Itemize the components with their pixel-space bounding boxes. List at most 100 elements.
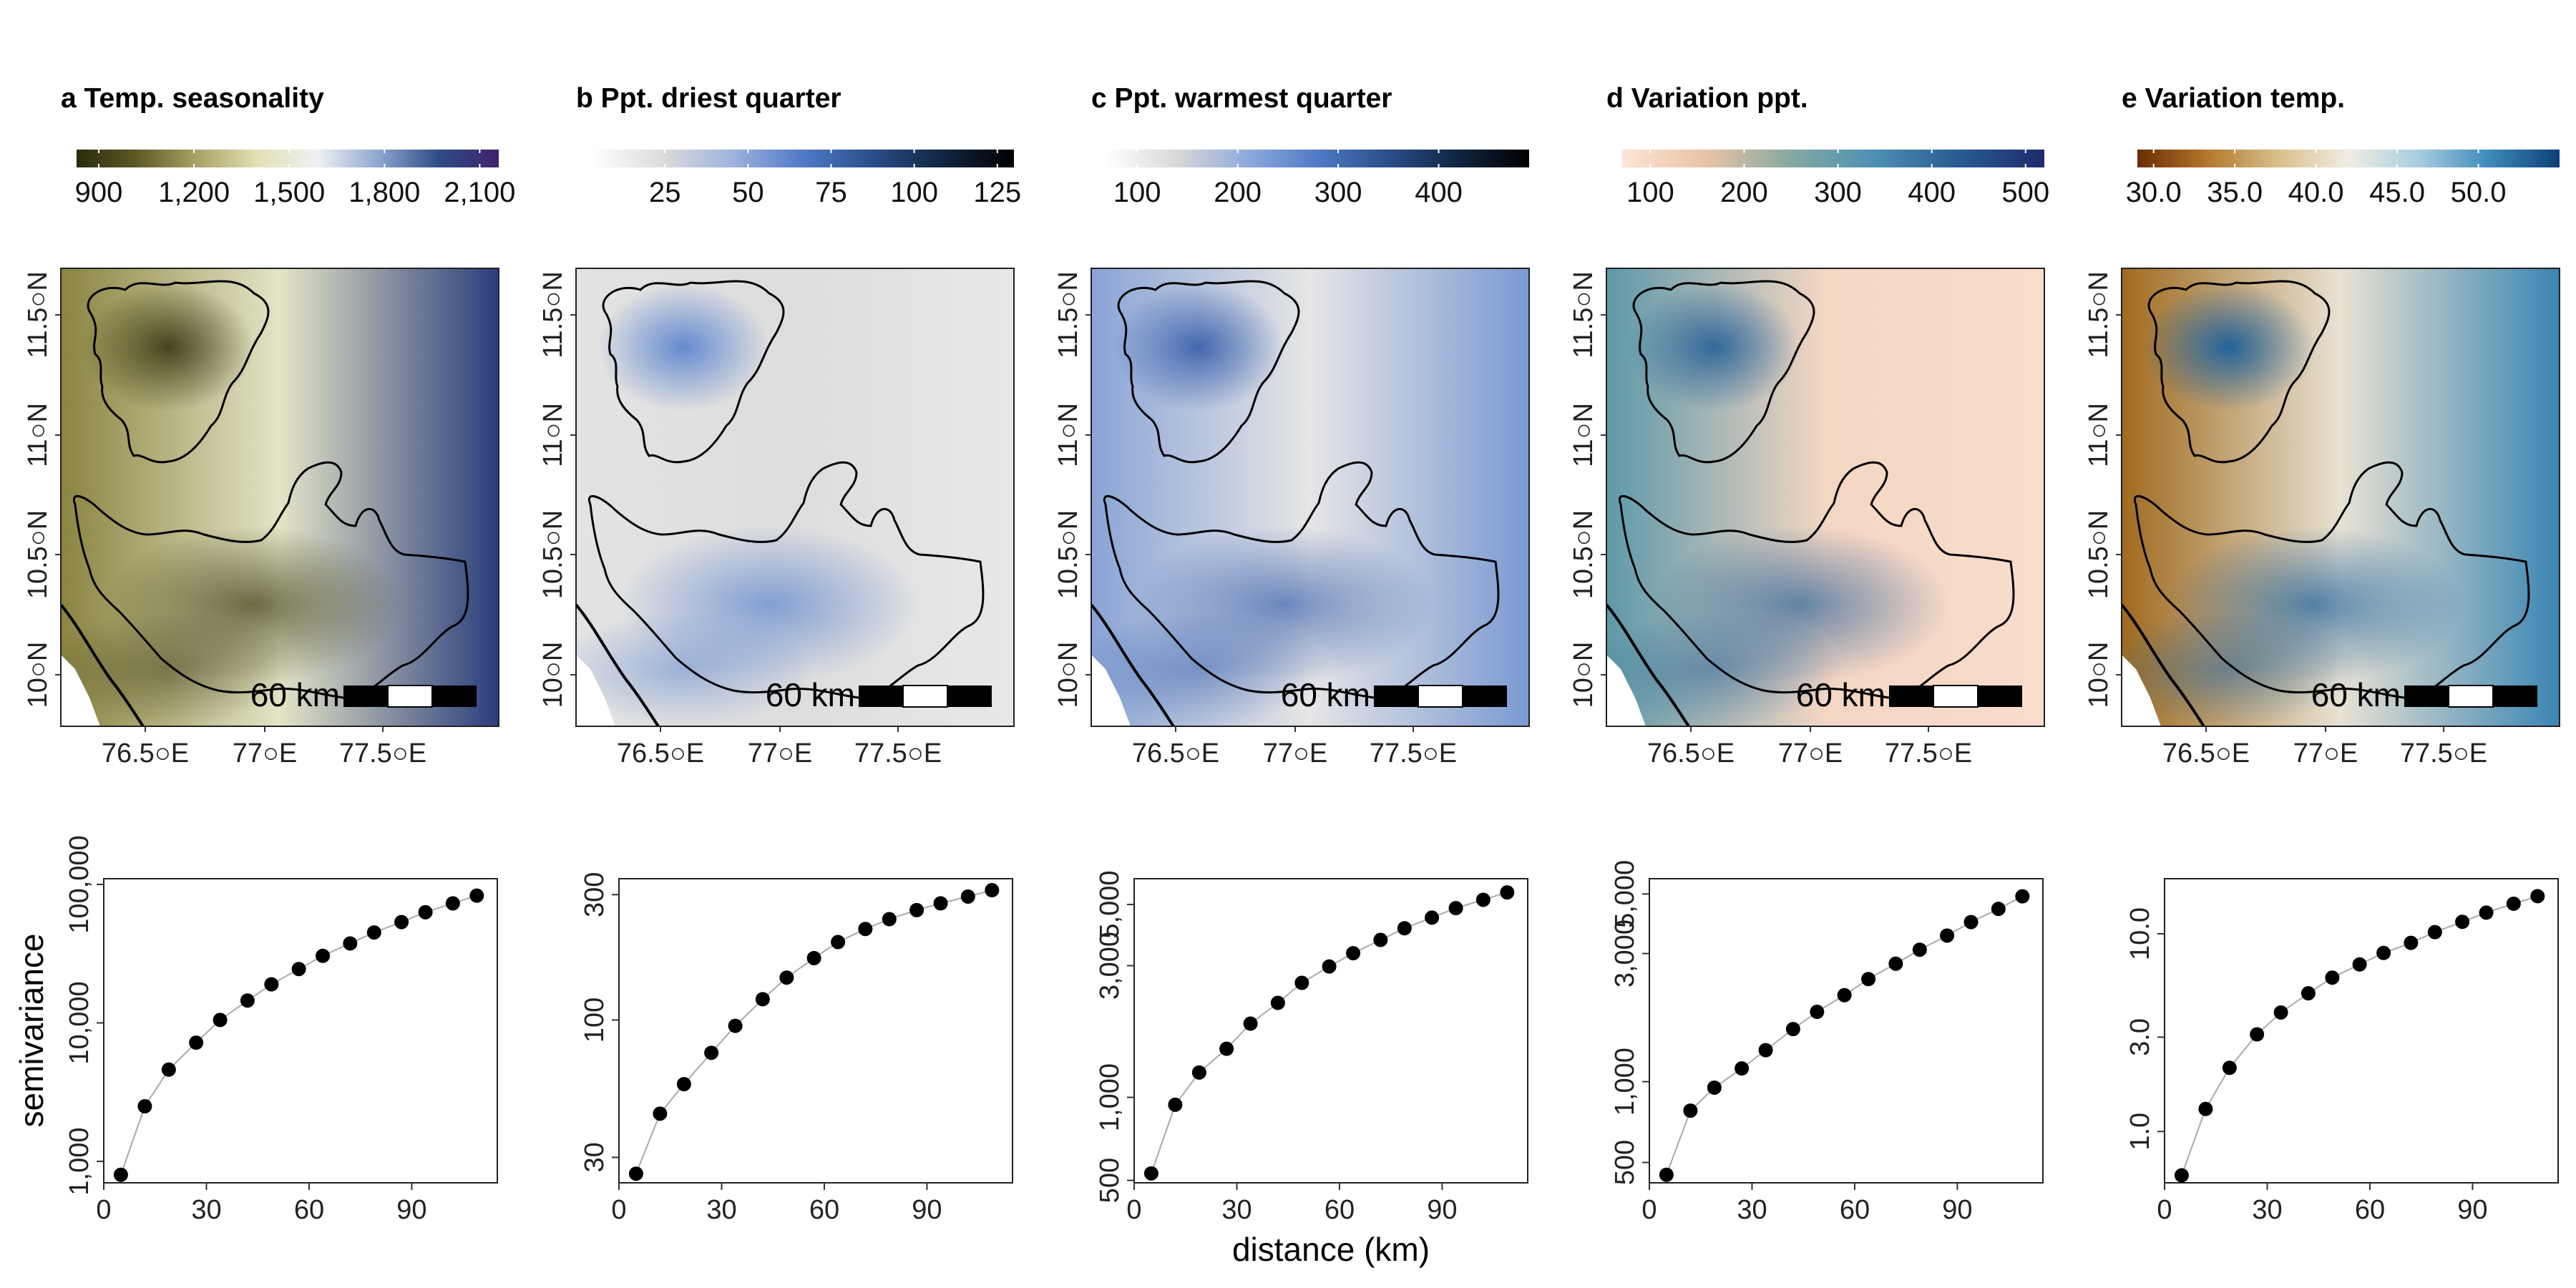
map: 60 km 76.5○E 77○E 77.5○E 10○N 10.5○N 11○N 11.5○… <box>1053 268 1530 769</box>
data-point <box>445 896 460 911</box>
lon-tick-label: 77○E <box>233 738 298 769</box>
plot-frame <box>1649 878 2044 1184</box>
x-tick-label: 60 <box>809 1195 839 1225</box>
colorbar-tick-label: 1,800 <box>348 177 420 208</box>
data-point <box>676 1077 691 1092</box>
lon-tick-label: 76.5○E <box>2162 738 2250 769</box>
boundary-south <box>2133 461 2530 699</box>
boundary-north <box>1117 280 1300 464</box>
y-axis-label: semivariance <box>13 934 50 1128</box>
data-point <box>366 925 381 940</box>
y-tick-label: 100,000 <box>64 835 94 933</box>
data-point <box>1475 892 1491 907</box>
data-point <box>291 962 306 977</box>
lat-tick-label: 11○N <box>1053 403 1083 467</box>
lat-tick-label: 11○N <box>538 403 568 467</box>
data-point <box>1758 1043 1773 1058</box>
scale-bar-label: 60 km <box>1796 676 1885 713</box>
y-tick-label: 30 <box>580 1142 610 1172</box>
x-tick-label: 30 <box>1737 1195 1767 1225</box>
lat-tick-label: 11.5○N <box>538 271 568 358</box>
scale-segment <box>343 686 388 707</box>
semivariogram: 0 30 60 90 1.0 3.0 10.0 <box>2125 878 2559 1225</box>
colorbar-tick-label: 500 <box>2001 177 2049 208</box>
scale-bar: 60 km <box>250 676 477 713</box>
lat-tick-label: 10.5○N <box>1053 510 1083 599</box>
data-point <box>1861 972 1876 987</box>
data-point <box>1397 921 1412 936</box>
lat-tick-label: 10.5○N <box>2084 510 2114 599</box>
map-feature <box>576 612 812 726</box>
scale-segment <box>1374 686 1418 707</box>
data-point <box>2015 889 2030 904</box>
data-point <box>1346 946 1361 961</box>
map-frame <box>1606 268 2045 727</box>
data-point <box>189 1035 204 1050</box>
map-feature <box>2143 283 2315 411</box>
map-frame <box>1091 268 1530 727</box>
data-point <box>2250 1027 2265 1042</box>
x-tick-label: 0 <box>611 1195 626 1225</box>
coastline <box>2122 603 2205 726</box>
data-point <box>316 948 331 963</box>
map: 60 km 76.5○E 77○E 77.5○E 10○N 10.5○N 11○N 11.5○… <box>538 268 1015 769</box>
y-tick-label: 3,000 <box>1095 932 1125 1000</box>
data-point <box>113 1167 128 1182</box>
colorbar-tick-label: 45.0 <box>2369 177 2425 208</box>
panel-title: a Temp. seasonality <box>61 83 324 114</box>
colorbar-tick-label: 300 <box>1314 177 1362 208</box>
y-tick-label: 500 <box>1610 1140 1640 1185</box>
lat-tick-label: 11.5○N <box>1568 271 1599 358</box>
plot-frame <box>103 878 498 1184</box>
scale-segment <box>902 685 948 708</box>
y-tick-label: 1,000 <box>1610 1048 1640 1116</box>
colorbar: 900 1,200 1,500 1,800 2,100 <box>75 150 515 208</box>
lon-tick-label: 76.5○E <box>1132 738 1219 769</box>
boundary-north <box>2147 280 2331 464</box>
data-point <box>1322 959 1337 974</box>
lon-tick-label: 76.5○E <box>102 738 189 769</box>
panel-title: c Ppt. warmest quarter <box>1091 83 1392 114</box>
data-point <box>2427 924 2442 940</box>
data-point <box>418 904 433 919</box>
panel-title: b Ppt. driest quarter <box>576 83 841 114</box>
boundary-south <box>72 461 469 699</box>
y-tick-label: 3.0 <box>2125 1018 2155 1056</box>
colorbar-tick-label: 1,200 <box>158 177 230 208</box>
data-point <box>264 977 279 992</box>
colorbar: 100 200 300 400 500 <box>1622 150 2049 208</box>
data-point <box>728 1018 743 1033</box>
data-point <box>2198 1101 2213 1116</box>
map-feature <box>82 283 254 411</box>
x-tick-label: 60 <box>294 1195 324 1225</box>
scale-bar-label: 60 km <box>250 676 340 713</box>
colorbar-tick-label: 900 <box>75 177 123 208</box>
panel-b: b Ppt. driest quarter 25 50 75 100 125 60 km 76… <box>538 83 1021 1225</box>
data-point <box>1425 910 1440 925</box>
y-tick-label: 1,000 <box>1095 1063 1125 1131</box>
lat-tick-label: 11.5○N <box>2084 271 2114 358</box>
panel-title: e Variation temp. <box>2122 83 2345 114</box>
y-tick-label: 500 <box>1095 1158 1125 1203</box>
lat-tick-label: 11○N <box>1568 403 1599 467</box>
map-raster <box>576 268 1014 726</box>
panel-title: d Variation ppt. <box>1606 83 1808 114</box>
map-feature <box>1091 612 1327 726</box>
colorbar-gradient <box>1107 150 1529 167</box>
lat-tick-label: 10.5○N <box>23 510 53 599</box>
x-tick-label: 30 <box>1221 1195 1252 1225</box>
scale-segment <box>432 686 477 707</box>
map-frame <box>575 268 1015 727</box>
lon-tick-label: 76.5○E <box>617 738 704 769</box>
scale-segment <box>1418 685 1463 708</box>
map-boundaries <box>2122 280 2530 726</box>
x-tick-label: 0 <box>96 1195 111 1225</box>
lat-tick-label: 10○N <box>23 642 53 708</box>
data-point <box>985 883 1000 898</box>
y-tick-label: 5,000 <box>1610 860 1640 928</box>
lon-tick-label: 77.5○E <box>1370 738 1457 769</box>
colorbar-tick-label: 50 <box>732 177 764 208</box>
